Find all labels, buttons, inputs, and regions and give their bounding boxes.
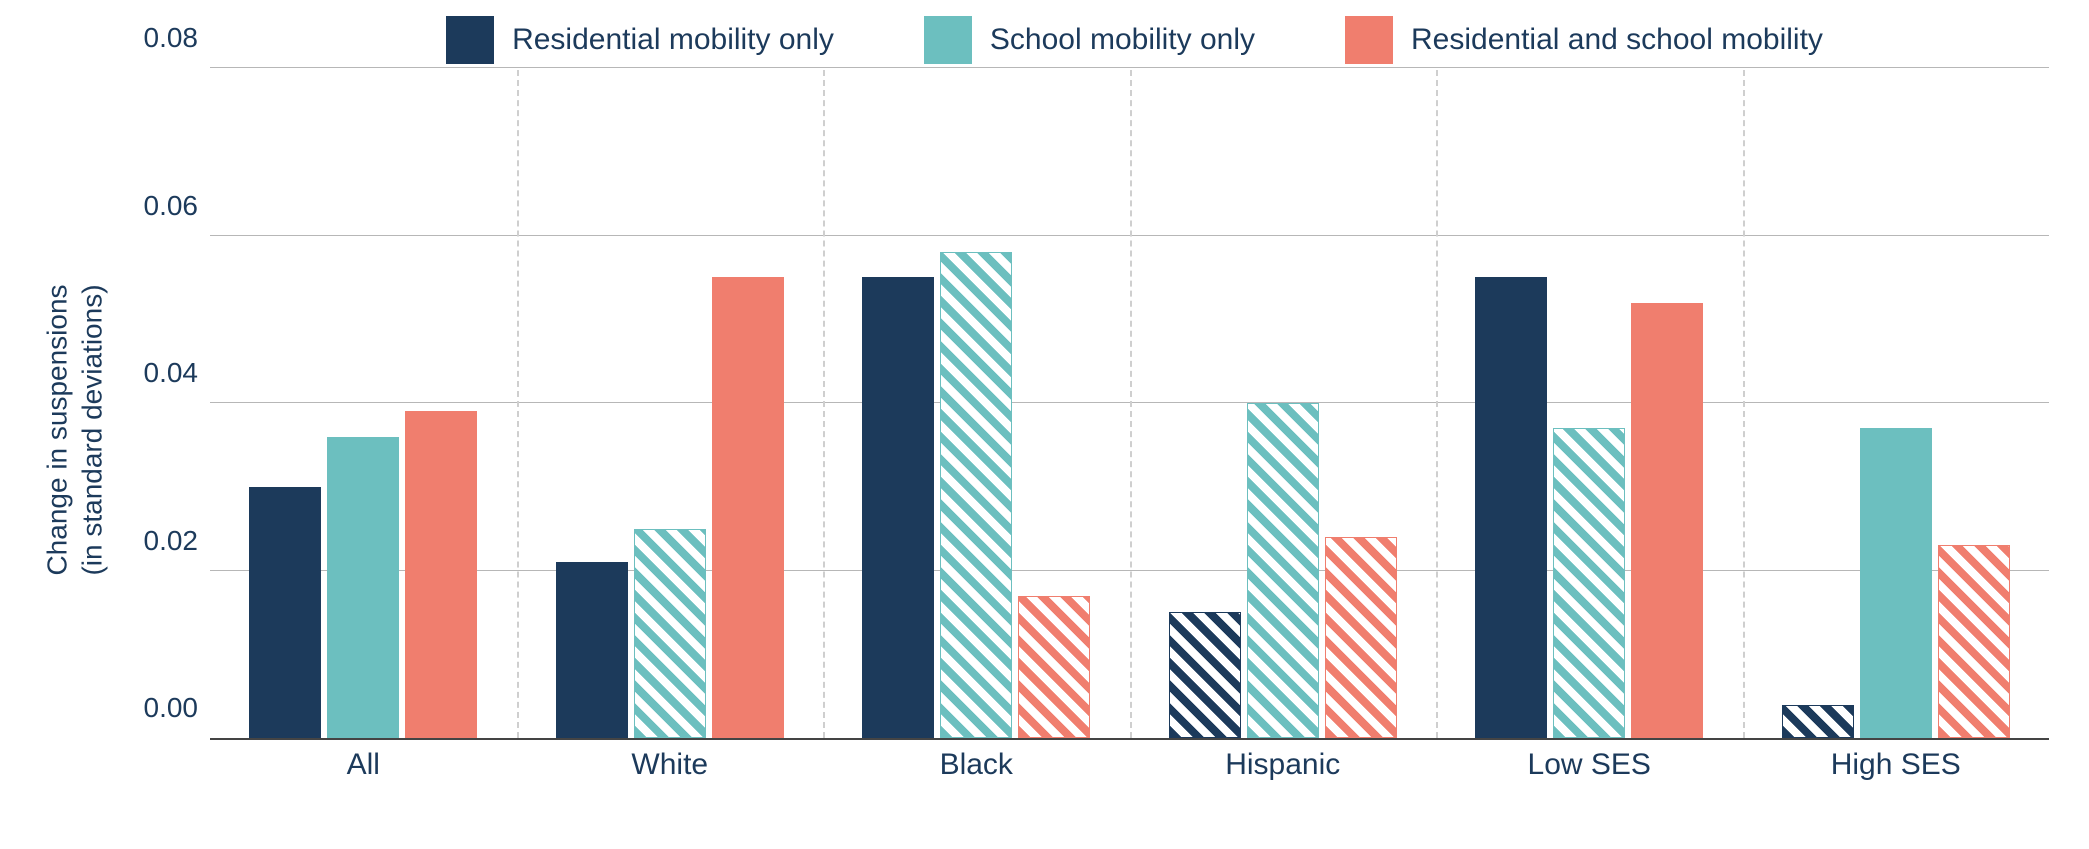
gridline-v xyxy=(1743,70,1745,738)
y-tick-label: 0.04 xyxy=(144,357,199,389)
bar-residential xyxy=(249,487,321,738)
plot-row: Change in suspensions (in standard devia… xyxy=(40,70,2049,790)
bar-both xyxy=(1018,596,1090,738)
bar-group xyxy=(1169,403,1397,738)
bar-both xyxy=(405,411,477,738)
legend-item-residential: Residential mobility only xyxy=(446,16,834,64)
bar-school xyxy=(940,252,1012,738)
y-axis-title-line1: Change in suspensions xyxy=(42,284,73,575)
x-axis-label: All xyxy=(347,748,380,782)
y-tick-label: 0.02 xyxy=(144,525,199,557)
y-axis-ticks: 0.000.020.040.060.08 xyxy=(110,70,210,790)
y-tick-label: 0.06 xyxy=(144,190,199,222)
bar-residential xyxy=(1169,612,1241,738)
y-tick-label: 0.00 xyxy=(144,692,199,724)
x-axis-label: White xyxy=(631,748,708,782)
bar-school xyxy=(1553,428,1625,738)
bar-school xyxy=(634,529,706,738)
bar-both xyxy=(712,277,784,738)
x-axis-label: Low SES xyxy=(1528,748,1651,782)
x-axis-label: Hispanic xyxy=(1225,748,1340,782)
legend-item-school: School mobility only xyxy=(924,16,1255,64)
x-axis-label: High SES xyxy=(1831,748,1961,782)
bar-group xyxy=(556,277,784,738)
legend-label-residential: Residential mobility only xyxy=(512,23,834,57)
legend-item-both: Residential and school mobility xyxy=(1345,16,1823,64)
y-axis-title: Change in suspensions (in standard devia… xyxy=(40,70,110,790)
bar-both xyxy=(1938,545,2010,738)
bar-both xyxy=(1631,303,1703,739)
bar-school xyxy=(1247,403,1319,738)
legend-swatch-both xyxy=(1345,16,1393,64)
y-axis-title-line2: (in standard deviations) xyxy=(77,284,108,575)
bar-school xyxy=(327,437,399,739)
bar-residential xyxy=(1782,705,1854,739)
bar-residential xyxy=(1475,277,1547,738)
gridline-h xyxy=(210,67,2049,68)
x-axis-label: Black xyxy=(940,748,1013,782)
legend-label-both: Residential and school mobility xyxy=(1411,23,1823,57)
gridline-v xyxy=(517,70,519,738)
bar-group xyxy=(862,252,1090,738)
plot-area xyxy=(210,70,2049,740)
legend: Residential mobility only School mobilit… xyxy=(40,10,2049,70)
x-axis-labels: All White Black Hispanic Low SES High SES xyxy=(210,740,2049,790)
bar-residential xyxy=(862,277,934,738)
bar-school xyxy=(1860,428,1932,738)
legend-swatch-residential xyxy=(446,16,494,64)
gridline-v xyxy=(823,70,825,738)
bar-group xyxy=(249,411,477,738)
gridline-v xyxy=(1436,70,1438,738)
bar-group xyxy=(1475,277,1703,738)
bar-residential xyxy=(556,562,628,738)
legend-label-school: School mobility only xyxy=(990,23,1255,57)
gridline-v xyxy=(1130,70,1132,738)
y-tick-label: 0.08 xyxy=(144,22,199,54)
bar-group xyxy=(1782,428,2010,738)
bar-both xyxy=(1325,537,1397,738)
chart-container: Residential mobility only School mobilit… xyxy=(0,0,2089,849)
legend-swatch-school xyxy=(924,16,972,64)
plot: All White Black Hispanic Low SES High SES xyxy=(210,70,2049,790)
